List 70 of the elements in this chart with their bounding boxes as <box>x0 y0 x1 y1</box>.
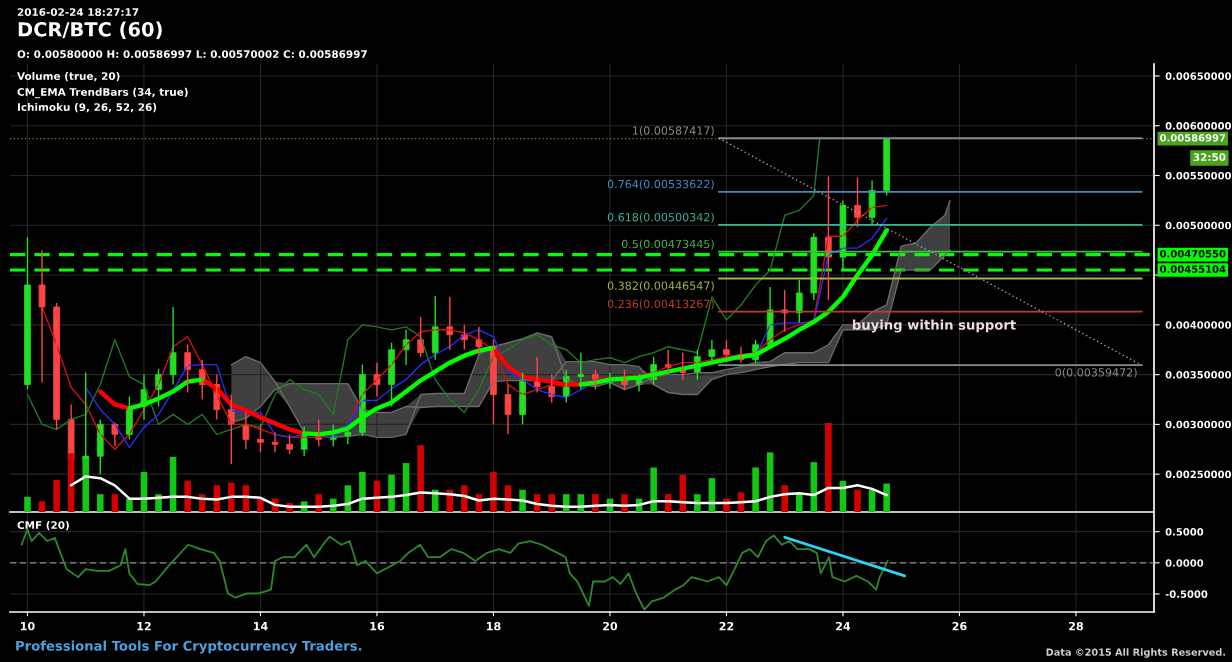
bar <box>752 467 759 512</box>
bar <box>257 498 264 512</box>
x-tick-label: 16 <box>370 621 385 631</box>
x-tick-label: 20 <box>603 621 618 631</box>
bar <box>388 474 395 512</box>
series-label: 1(0.00587417) <box>633 126 714 137</box>
bar <box>126 498 133 512</box>
x-tick-label: 28 <box>1069 621 1083 631</box>
candlestick <box>38 249 46 384</box>
bar <box>228 482 235 512</box>
bar <box>795 494 803 512</box>
x-tick-label: 18 <box>486 621 501 631</box>
x-tick-label: 12 <box>137 621 151 631</box>
series-label: 0.5(0.00473445) <box>621 239 714 250</box>
bar <box>184 480 191 512</box>
candlestick <box>257 423 264 453</box>
text: 32:50 <box>1193 153 1226 162</box>
text: Professional Tools For Cryptocurrency Traders. <box>16 640 362 654</box>
series-label: 0.618(0.00500342) <box>607 212 714 223</box>
chart-title: DCR/BTC (60) <box>18 21 162 39</box>
bar <box>490 471 497 512</box>
annotation: Volume (true, 20) <box>17 71 120 82</box>
x-tick-label: 14 <box>253 622 268 631</box>
x-tick-label: 24 <box>836 621 851 631</box>
candlestick <box>286 433 293 455</box>
y-tick-label: 0.00600000 <box>1165 122 1232 130</box>
y-tick-label: 0.00650000 <box>1165 72 1232 80</box>
x-tick-label: 26 <box>952 621 967 631</box>
y-tick-label: 0.00300000 <box>1165 420 1232 429</box>
annotation: CM_EMA TrendBars (34, true) <box>17 87 188 99</box>
ref-line-label: 0.00470550 <box>1160 249 1226 258</box>
bar <box>883 483 890 512</box>
bar <box>679 474 687 512</box>
bar <box>854 489 861 512</box>
bar <box>825 423 832 512</box>
bar <box>111 494 119 512</box>
y-tick-label: 0.00550000 <box>1165 171 1232 180</box>
bar <box>417 445 424 512</box>
candlestick <box>271 431 279 453</box>
text: Data ©2015 All Rights Reserved. <box>1046 648 1226 658</box>
series-label: 0.382(0.00446547) <box>607 281 714 292</box>
bar <box>97 494 104 512</box>
bar <box>461 485 468 512</box>
chart-subtitle: O: 0.00580000 H: 0.00586997 L: 0.00570002 C: 0.00586997 <box>17 50 367 59</box>
ref-line-label: 0.00586997 <box>1160 134 1226 142</box>
bar <box>38 501 46 512</box>
series-label: 0.236(0.00413267) <box>607 299 714 310</box>
bar <box>359 471 366 512</box>
y-tick-label: 0.00500000 <box>1165 221 1232 230</box>
bar <box>53 479 60 512</box>
bar <box>781 485 788 512</box>
series-label: 0.764(0.00533622) <box>607 179 714 190</box>
text: 2016-02-24 18:27:17 <box>17 8 139 17</box>
annotation: Ichimoku (9, 26, 52, 26) <box>17 102 157 113</box>
y-tick-label: 0.5000 <box>1165 528 1204 536</box>
bar <box>650 467 657 512</box>
y-tick-label: 0.00350000 <box>1165 370 1232 379</box>
bar <box>24 496 31 512</box>
series-label: 0(0.00359472) <box>1055 367 1137 378</box>
candlestick <box>723 339 730 360</box>
y-tick-label: 0.00250000 <box>1165 470 1232 479</box>
candlestick <box>504 383 512 436</box>
y-tick-label: 0.0000 <box>1165 559 1204 567</box>
y-tick-label: 0.00400000 <box>1165 321 1232 329</box>
annotation: buying within support <box>852 319 1016 333</box>
ref-line-label: 0.00455104 <box>1160 265 1226 273</box>
x-tick-label: 22 <box>719 621 734 631</box>
y-tick-label: -0.5000 <box>1165 590 1208 598</box>
x-tick-label: 10 <box>21 621 35 631</box>
text: CMF (20) <box>17 520 69 531</box>
